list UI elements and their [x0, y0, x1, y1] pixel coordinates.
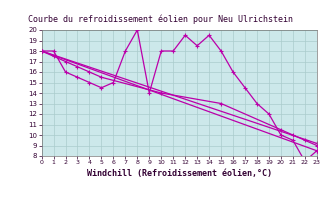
- Text: Courbe du refroidissement éolien pour Neu Ulrichstein: Courbe du refroidissement éolien pour Ne…: [28, 14, 292, 23]
- X-axis label: Windchill (Refroidissement éolien,°C): Windchill (Refroidissement éolien,°C): [87, 169, 272, 178]
